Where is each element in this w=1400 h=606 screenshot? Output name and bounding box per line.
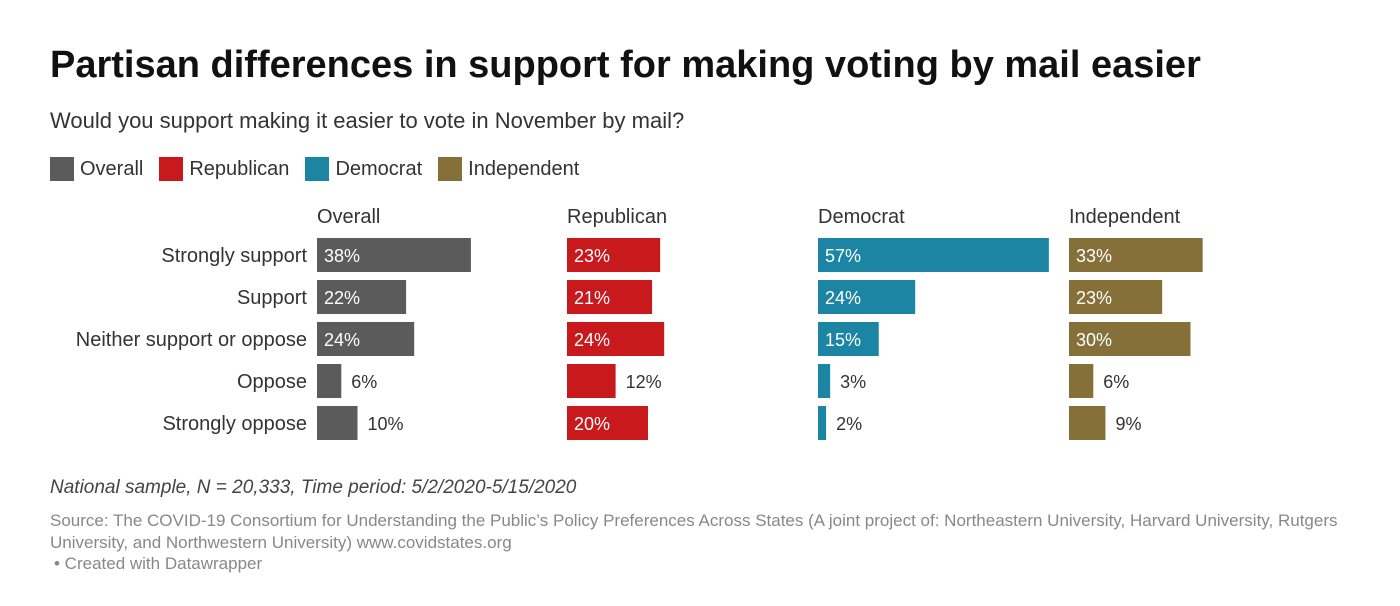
bar-independent-strongly-support <box>1069 238 1203 272</box>
legend-swatch-overall <box>50 157 74 181</box>
chart-title: Partisan differences in support for maki… <box>50 44 1201 86</box>
bar-overall-strongly-support <box>317 238 471 272</box>
bar-independent-neither-support-or-oppose <box>1069 322 1191 356</box>
data-label-democrat-support: 24% <box>825 288 861 308</box>
bar-republican-neither-support-or-oppose <box>567 322 665 356</box>
data-label-democrat-neither-support-or-oppose: 15% <box>825 330 861 350</box>
category-label-strongly-support: Strongly support <box>161 245 307 267</box>
bar-independent-support <box>1069 280 1163 314</box>
data-label-republican-oppose: 12% <box>626 372 662 392</box>
legend-label-democrat: Democrat <box>335 157 423 180</box>
bar-republican-oppose <box>567 364 616 398</box>
bar-democrat-support <box>818 280 916 314</box>
data-label-republican-strongly-support: 23% <box>574 246 610 266</box>
data-label-overall-strongly-support: 38% <box>324 246 360 266</box>
category-label-oppose: Oppose <box>237 371 307 393</box>
bar-republican-support <box>567 280 653 314</box>
legend-swatch-independent <box>438 157 463 181</box>
data-label-independent-strongly-support: 33% <box>1076 246 1112 266</box>
legend-swatch-republican <box>159 157 184 181</box>
data-label-overall-oppose: 6% <box>351 372 377 392</box>
legend-swatch-democrat <box>305 157 330 181</box>
data-label-republican-support: 21% <box>574 288 610 308</box>
category-label-strongly-oppose: Strongly oppose <box>162 413 307 435</box>
bar-overall-neither-support-or-oppose <box>317 322 415 356</box>
bar-overall-oppose <box>317 364 342 398</box>
data-label-overall-neither-support-or-oppose: 24% <box>324 330 360 350</box>
panel-header-republican: Republican <box>567 206 667 228</box>
data-label-independent-support: 23% <box>1076 288 1112 308</box>
bar-democrat-oppose <box>818 364 831 398</box>
category-label-support: Support <box>237 287 307 309</box>
chart-subtitle: Would you support making it easier to vo… <box>50 108 685 133</box>
data-label-independent-oppose: 6% <box>1103 372 1129 392</box>
data-label-overall-strongly-oppose: 10% <box>368 414 404 434</box>
bar-democrat-neither-support-or-oppose <box>818 322 879 356</box>
data-label-independent-neither-support-or-oppose: 30% <box>1076 330 1112 350</box>
bar-democrat-strongly-oppose <box>818 406 827 440</box>
data-label-overall-support: 22% <box>324 288 360 308</box>
legend-item-democrat: Democrat <box>305 157 422 181</box>
bar-overall-strongly-oppose <box>317 406 358 440</box>
bar-independent-strongly-oppose <box>1069 406 1106 440</box>
legend-label-republican: Republican <box>189 157 290 180</box>
data-label-republican-strongly-oppose: 20% <box>574 414 610 434</box>
chart-credit: • Created with Datawrapper <box>54 554 263 573</box>
category-label-neither-support-or-oppose: Neither support or oppose <box>76 329 307 351</box>
panel-header-democrat: Democrat <box>818 206 905 228</box>
legend-item-republican: Republican <box>159 157 289 181</box>
legend-item-independent: Independent <box>438 157 579 181</box>
legend-label-independent: Independent <box>468 157 580 180</box>
bar-republican-strongly-oppose <box>567 406 648 440</box>
bar-democrat-strongly-support <box>818 238 1049 272</box>
legend: Overall Republican Democrat Independent <box>50 157 595 181</box>
legend-item-overall: Overall <box>50 157 143 181</box>
bar-republican-strongly-support <box>567 238 661 272</box>
chart-source: Source: The COVID-19 Consortium for Unde… <box>50 511 1338 552</box>
data-label-democrat-strongly-support: 57% <box>825 246 861 266</box>
panel-header-overall: Overall <box>317 206 380 228</box>
data-label-independent-strongly-oppose: 9% <box>1115 414 1141 434</box>
bar-overall-support <box>317 280 407 314</box>
data-label-republican-neither-support-or-oppose: 24% <box>574 330 610 350</box>
bar-independent-oppose <box>1069 364 1094 398</box>
chart-notes: National sample, N = 20,333, Time period… <box>50 477 577 498</box>
legend-label-overall: Overall <box>80 157 144 180</box>
panel-header-independent: Independent <box>1069 206 1181 228</box>
bar-chart: Strongly support Support Neither support o… <box>76 206 1203 440</box>
data-label-democrat-oppose: 3% <box>840 372 866 392</box>
data-label-democrat-strongly-oppose: 2% <box>836 414 862 434</box>
